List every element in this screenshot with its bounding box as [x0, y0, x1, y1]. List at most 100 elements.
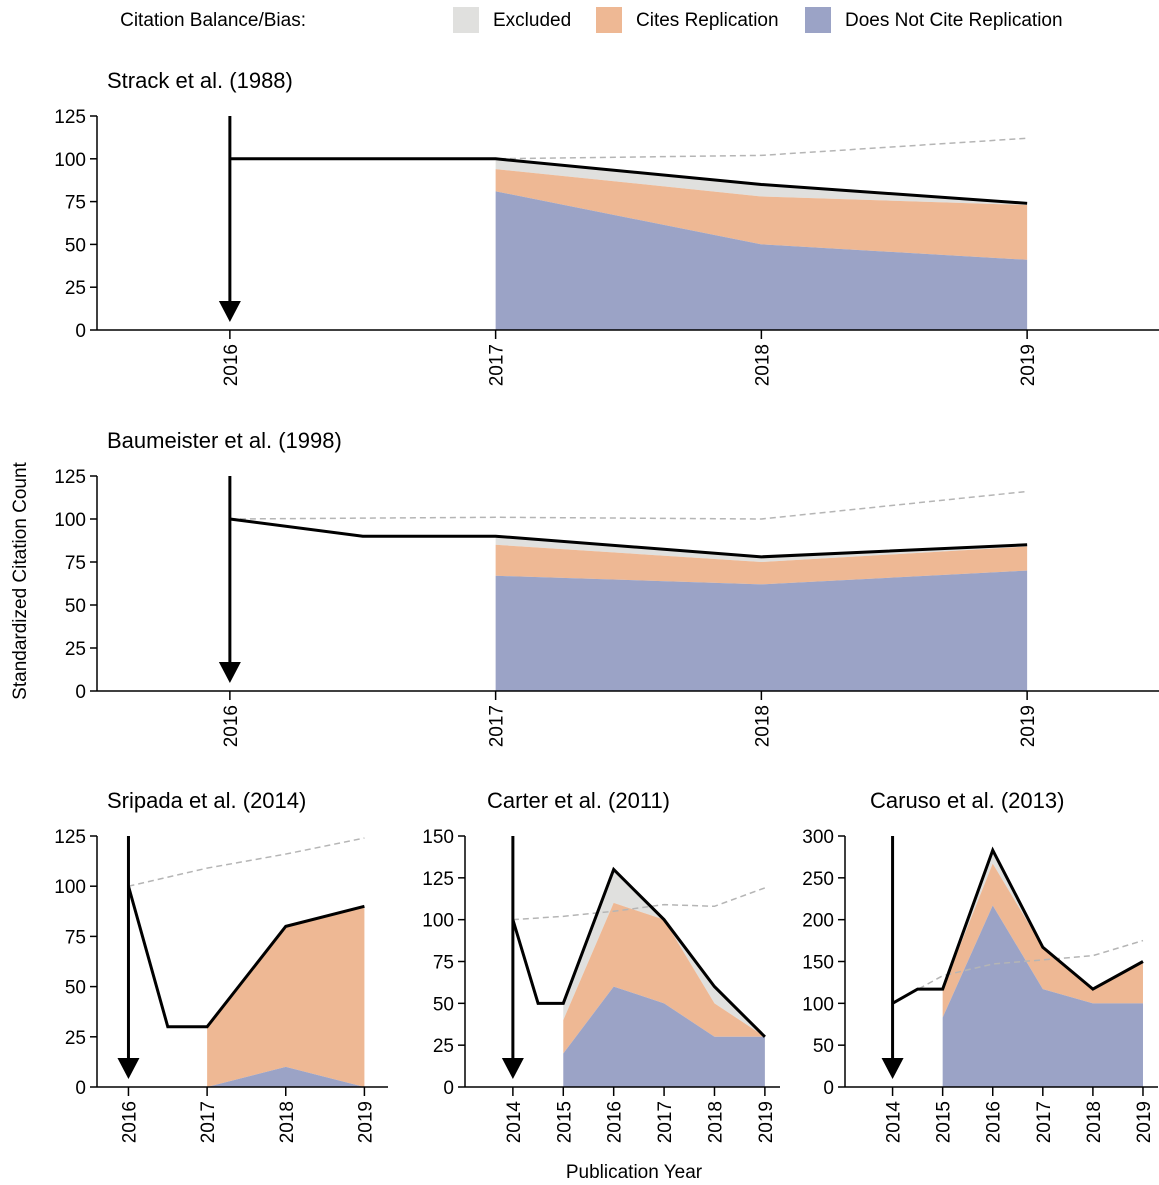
y-tick-label: 0: [443, 1078, 454, 1099]
x-tick-label: 2016: [221, 705, 242, 747]
y-tick-label: 100: [54, 510, 86, 531]
y-tick-label: 25: [433, 1036, 454, 1057]
y-tick-label: 50: [433, 994, 454, 1015]
replication-arrow-head: [117, 1058, 140, 1079]
x-tick-label: 2018: [752, 344, 773, 386]
legend-swatch-1: [596, 7, 622, 33]
y-tick-label: 75: [65, 927, 86, 948]
y-tick-label: 200: [802, 911, 834, 932]
panel-title: Caruso et al. (2013): [870, 788, 1064, 813]
x-tick-label: 2017: [198, 1101, 219, 1143]
panel-0: Strack et al. (1988) 0 25 50 75 100 125 2016 201…: [54, 68, 1159, 386]
x-tick-label: 2017: [487, 344, 508, 386]
y-tick-label: 125: [422, 869, 454, 890]
y-tick-label: 250: [802, 869, 834, 890]
replication-arrow-head: [218, 301, 241, 322]
area-excluded: [563, 869, 765, 1037]
total-line: [511, 866, 766, 1038]
x-tick-label: 2015: [554, 1101, 575, 1143]
x-tick-label: 2017: [487, 705, 508, 747]
x-tick-label: 2015: [934, 1101, 955, 1143]
area-cites-replication: [942, 863, 1143, 1018]
y-tick-label: 50: [65, 596, 86, 617]
legend: Citation Balance/Bias: Excluded Cites Rep…: [120, 7, 1063, 33]
area-cites-replication: [495, 544, 1028, 585]
reference-line: [229, 137, 1028, 160]
y-tick-label: 75: [433, 953, 454, 974]
x-tick-label: 2016: [605, 1101, 626, 1143]
area-does-not-cite: [563, 986, 765, 1087]
panel-3: Carter et al. (2011) 0 25 50 75 100 125 150 2014…: [422, 788, 780, 1143]
x-tick-label: 2016: [119, 1101, 140, 1143]
y-tick-label: 50: [65, 978, 86, 999]
y-tick-label: 125: [54, 467, 86, 488]
y-tick-label: 0: [75, 1078, 86, 1099]
y-tick-label: 75: [65, 193, 86, 214]
reference-line: [892, 939, 1144, 1004]
x-axis-label: Publication Year: [566, 1162, 703, 1183]
reference-line: [128, 837, 365, 887]
area-does-not-cite: [495, 191, 1028, 330]
replication-arrow-head: [881, 1058, 904, 1079]
legend-swatch-0: [453, 7, 479, 33]
x-tick-label: 2018: [705, 1101, 726, 1143]
y-tick-label: 125: [54, 107, 86, 128]
y-tick-label: 25: [65, 278, 86, 299]
y-tick-label: 100: [54, 150, 86, 171]
x-tick-label: 2014: [504, 1101, 525, 1144]
legend-entry-2: Does Not Cite Replication: [845, 10, 1063, 31]
x-tick-label: 2019: [355, 1101, 376, 1143]
reference-line: [512, 887, 766, 921]
x-tick-label: 2019: [1134, 1101, 1155, 1143]
total-line: [891, 846, 1144, 1005]
panel-title: Sripada et al. (2014): [107, 788, 306, 813]
area-does-not-cite: [495, 570, 1028, 691]
x-tick-label: 2019: [756, 1101, 777, 1143]
replication-arrow-head: [501, 1058, 524, 1079]
total-line: [229, 157, 1028, 205]
panel-title: Carter et al. (2011): [487, 788, 670, 813]
x-tick-label: 2017: [1034, 1101, 1055, 1143]
y-tick-label: 150: [802, 953, 834, 974]
panel-1: Baumeister et al. (1998) 0 25 50 75 100 125 201…: [54, 428, 1159, 747]
y-tick-label: 150: [422, 827, 454, 848]
panel-2: Sripada et al. (2014) 0 25 50 75 100 125 2016 20…: [54, 788, 388, 1143]
y-tick-label: 100: [802, 994, 834, 1015]
area-cites-replication: [207, 906, 365, 1087]
y-tick-label: 50: [65, 235, 86, 256]
area-does-not-cite: [942, 905, 1143, 1087]
legend-entry-0: Excluded: [493, 10, 571, 31]
reference-line: [229, 490, 1028, 520]
x-tick-label: 2019: [1018, 344, 1039, 386]
y-tick-label: 300: [802, 827, 834, 848]
replication-arrow-head: [218, 662, 241, 683]
x-tick-label: 2018: [1084, 1101, 1105, 1143]
x-tick-label: 2018: [277, 1101, 298, 1143]
x-tick-label: 2016: [221, 344, 242, 386]
y-tick-label: 0: [823, 1078, 834, 1099]
total-line: [127, 885, 365, 1029]
y-tick-label: 100: [54, 877, 86, 898]
area-does-not-cite: [207, 1066, 365, 1087]
y-tick-label: 100: [422, 911, 454, 932]
x-tick-label: 2018: [752, 705, 773, 747]
legend-entry-1: Cites Replication: [636, 10, 779, 31]
y-tick-label: 75: [65, 553, 86, 574]
panel-title: Strack et al. (1988): [107, 68, 293, 93]
total-line: [229, 517, 1028, 559]
legend-swatch-2: [805, 7, 831, 33]
y-tick-label: 25: [65, 639, 86, 660]
y-axis-label: Standardized Citation Count: [10, 461, 31, 699]
area-cites-replication: [563, 902, 765, 1054]
panel-title: Baumeister et al. (1998): [107, 428, 342, 453]
y-tick-label: 0: [75, 682, 86, 703]
legend-label: Citation Balance/Bias:: [120, 10, 306, 31]
y-tick-label: 25: [65, 1028, 86, 1049]
y-tick-label: 0: [75, 321, 86, 342]
x-tick-label: 2016: [984, 1101, 1005, 1143]
x-tick-label: 2017: [655, 1101, 676, 1143]
y-tick-label: 50: [813, 1036, 834, 1057]
x-tick-label: 2014: [884, 1101, 905, 1144]
panel-4: Caruso et al. (2013) 0 50 100 150 200 250 300 20…: [802, 788, 1158, 1143]
